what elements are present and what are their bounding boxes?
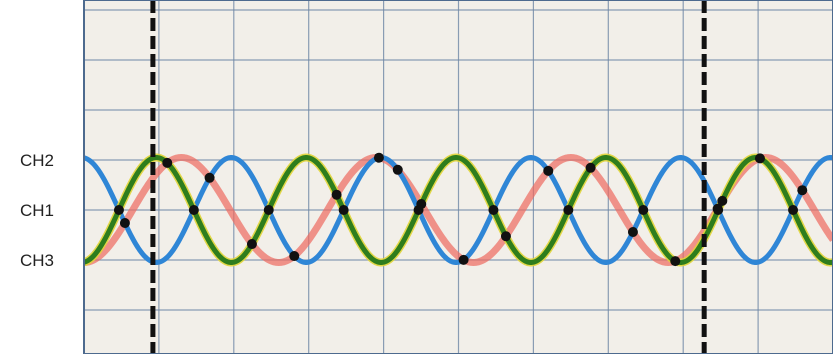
time-cursors	[150, 0, 707, 354]
crossing-dot	[458, 254, 469, 265]
channel-label-ch1: CH1	[20, 201, 54, 220]
crossing-dot	[204, 172, 215, 183]
crossing-dot	[488, 205, 499, 215]
crossing-dot	[670, 256, 681, 267]
crossing-dot	[717, 195, 728, 206]
crossing-dot	[188, 205, 199, 215]
channel-labels: CH2 CH1 CH3	[20, 151, 54, 270]
crossing-dot	[263, 205, 274, 215]
channel-label-ch3: CH3	[20, 251, 54, 270]
crossing-dot	[246, 239, 257, 250]
crossing-dot	[338, 205, 349, 215]
crossing-dot	[627, 227, 638, 238]
crossing-dot	[162, 157, 173, 168]
crossing-dot	[392, 164, 403, 175]
crossing-dot	[797, 185, 808, 196]
crossing-dot	[638, 205, 649, 215]
crossing-dot	[500, 231, 511, 242]
crossing-dot	[754, 153, 765, 164]
crossing-dot	[331, 189, 342, 200]
trace-green	[83, 155, 833, 265]
crossing-markers	[113, 152, 808, 267]
crossing-dot	[563, 205, 574, 215]
crossing-dot	[413, 205, 424, 215]
crossing-dot	[119, 218, 130, 229]
crossing-dot	[289, 251, 300, 262]
crossing-dot	[788, 205, 799, 215]
screen-frame	[83, 0, 833, 354]
crossing-dot	[373, 152, 384, 163]
channel-label-ch2: CH2	[20, 151, 54, 170]
crossing-dot	[113, 205, 124, 215]
crossing-dot	[543, 165, 554, 176]
crossing-dot	[585, 162, 596, 173]
crossing-dot	[713, 205, 724, 215]
